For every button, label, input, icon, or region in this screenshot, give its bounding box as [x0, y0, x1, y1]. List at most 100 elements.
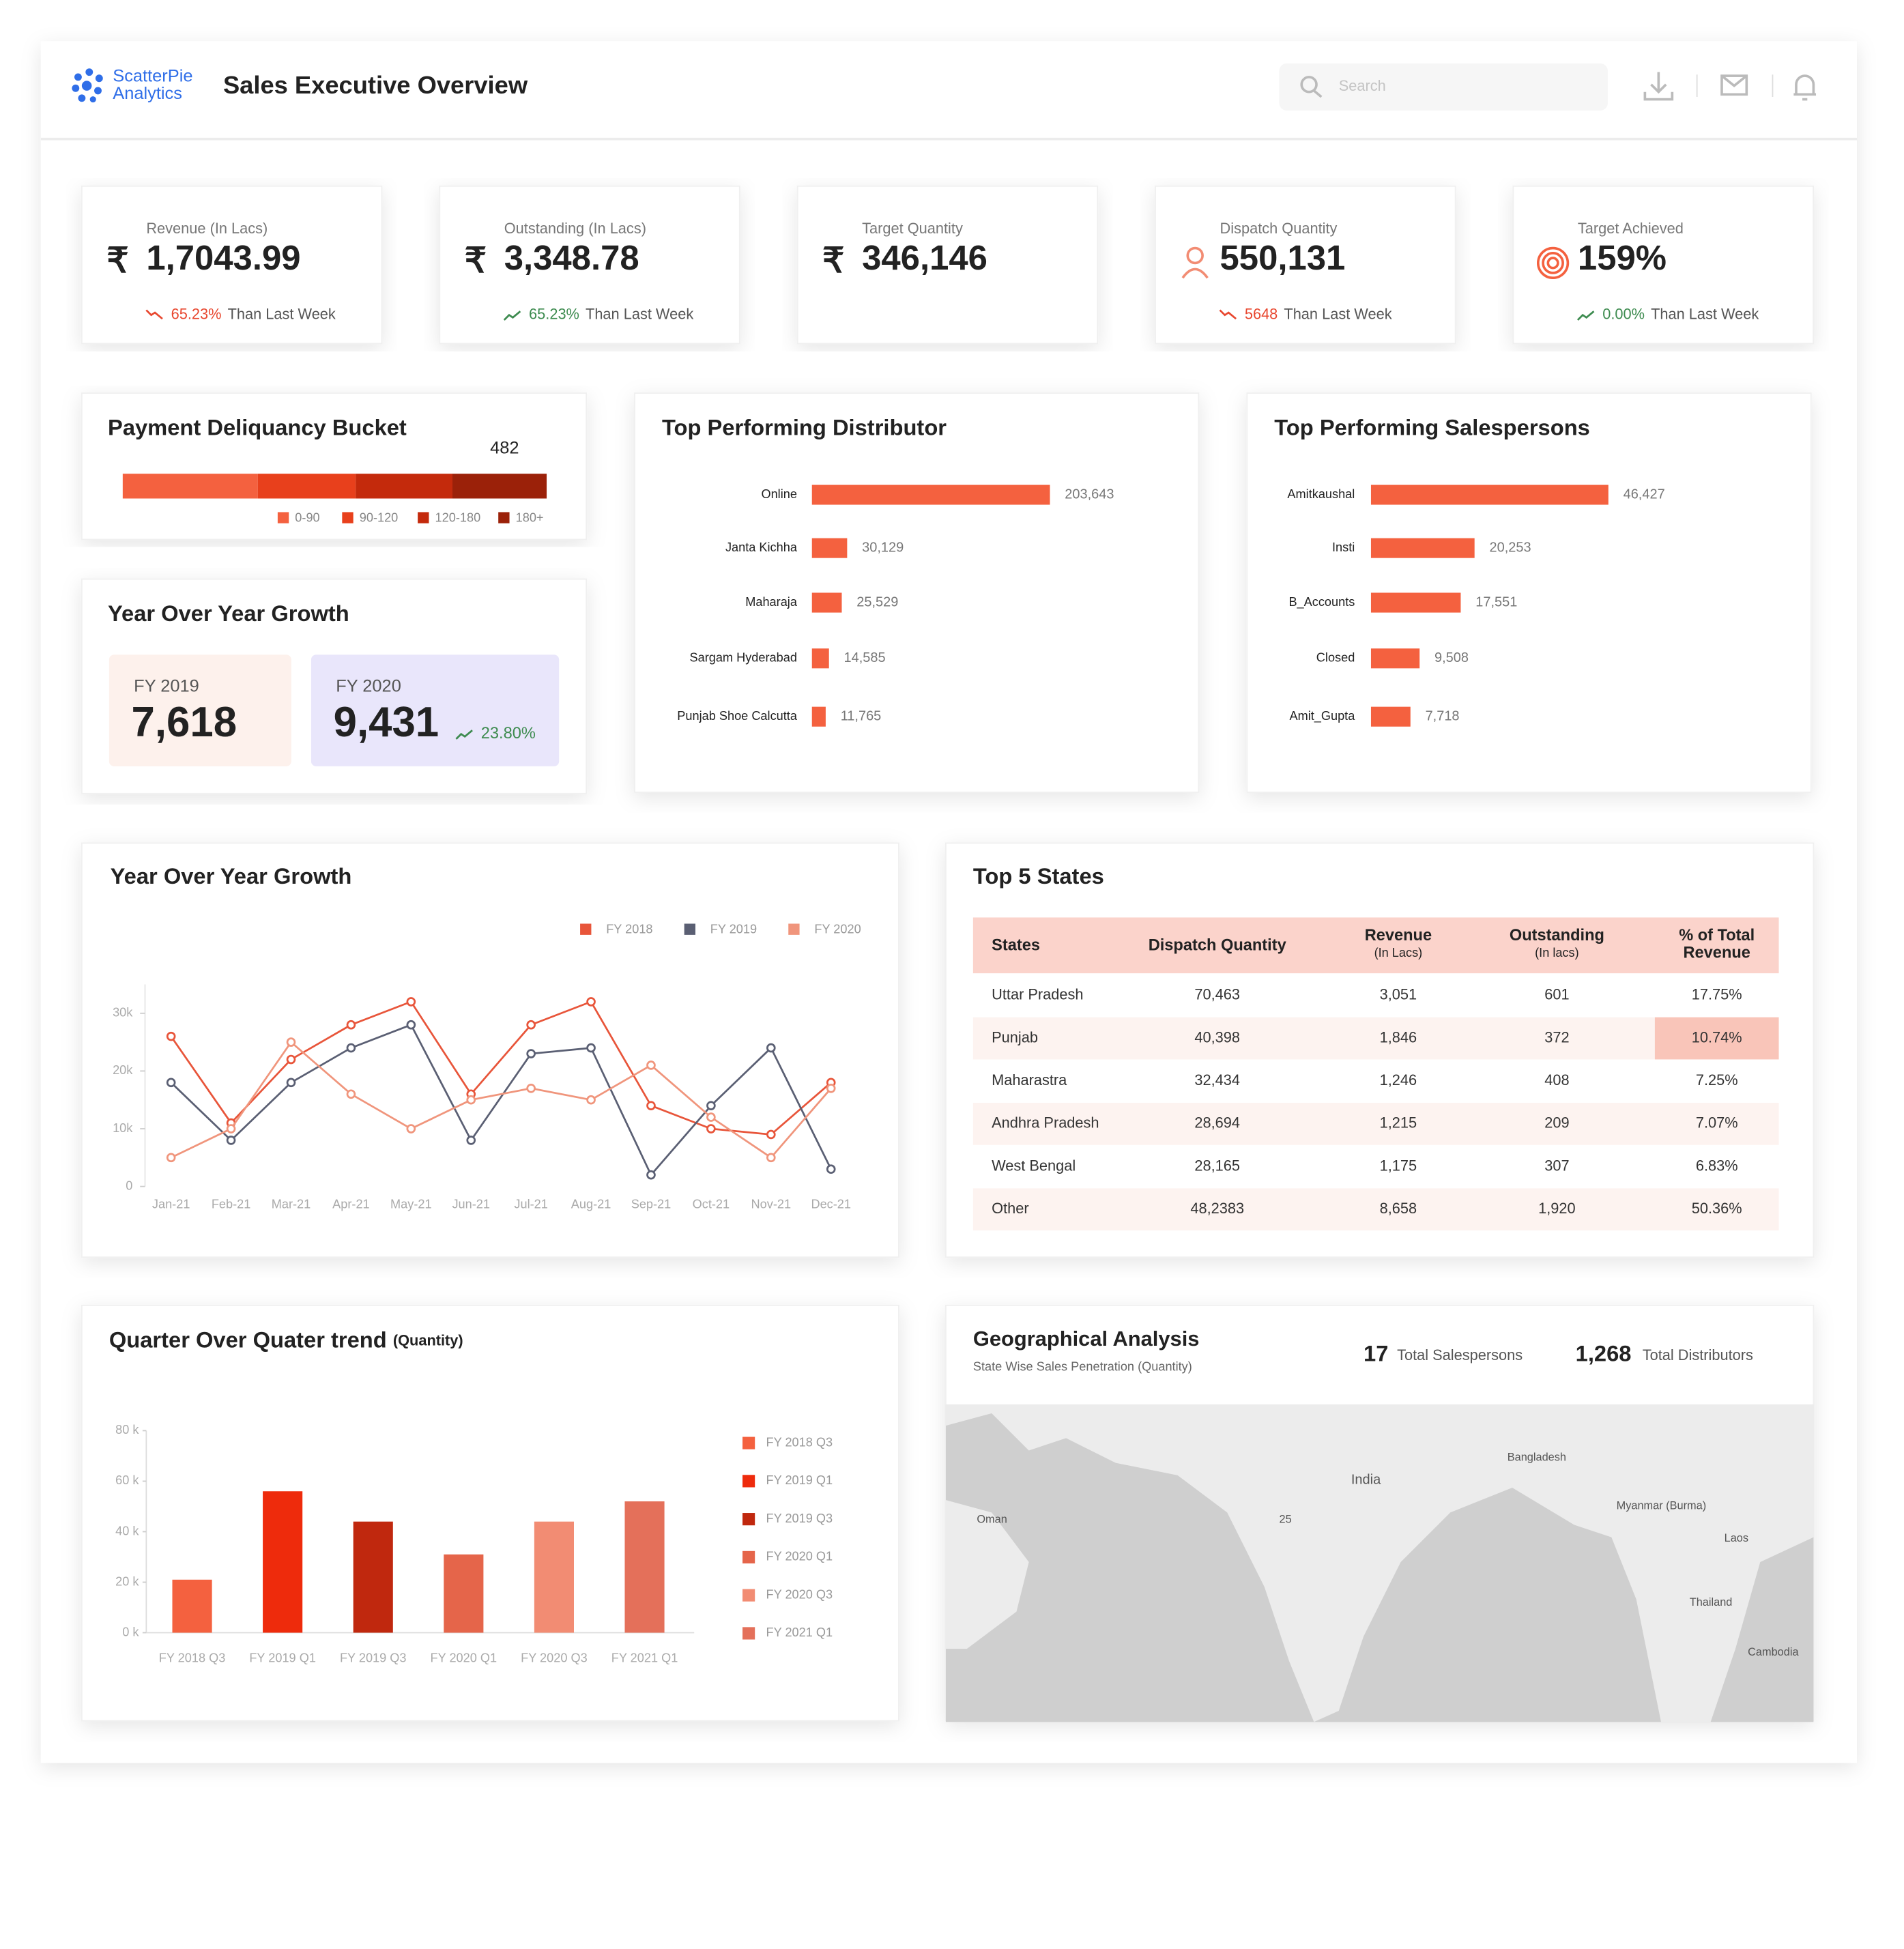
table-cell: 28,165 — [1194, 1157, 1240, 1174]
line-point — [286, 1054, 296, 1065]
kpi-label: Revenue (In Lacs) — [146, 220, 268, 237]
line-point — [226, 1136, 236, 1145]
line-point — [826, 1083, 836, 1093]
line-point — [346, 1020, 356, 1030]
table-cell: 48,2383 — [1190, 1200, 1244, 1217]
table-cell: 17.75% — [1692, 986, 1742, 1003]
search-box[interactable] — [1279, 63, 1608, 111]
table-row-bg — [972, 1188, 1779, 1231]
stat-value: 1,268 — [1576, 1340, 1632, 1366]
kpi-label: Dispatch Quantity — [1220, 220, 1338, 237]
legend-label: FY 2020 Q1 — [766, 1550, 833, 1563]
line-point — [586, 1095, 596, 1105]
line-point — [406, 1124, 416, 1134]
search-placeholder: Search — [1339, 77, 1386, 94]
column-subheader: (In Lacs) — [1374, 946, 1423, 959]
line-point — [646, 1170, 656, 1180]
bar — [1370, 706, 1411, 727]
value-label: 7,718 — [1426, 708, 1460, 723]
change-text: Than Last Week — [586, 305, 693, 322]
legend-label: FY 2019 — [710, 922, 757, 936]
legend-swatch — [418, 512, 429, 523]
legend-swatch — [742, 1475, 755, 1488]
legend-label: FY 2018 — [606, 922, 652, 936]
map-land — [945, 1404, 1814, 1722]
line-series — [170, 1024, 832, 1177]
legend-label: FY 2020 — [814, 922, 861, 936]
target-icon — [1546, 257, 1559, 270]
brand-line: ScatterPie — [113, 67, 192, 86]
x-tick-label: Sep-21 — [631, 1198, 672, 1211]
yoy-value: 7,618 — [132, 699, 237, 746]
download-icon[interactable] — [1643, 72, 1674, 101]
bar — [811, 538, 848, 558]
table-cell: Other — [992, 1200, 1028, 1217]
x-tick-label: FY 2019 Q3 — [340, 1651, 407, 1664]
x-tick-label: Apr-21 — [332, 1198, 370, 1211]
legend-label: 90-120 — [360, 510, 399, 524]
table-cell: 70,463 — [1194, 986, 1240, 1003]
search-icon — [1313, 89, 1323, 98]
bar — [811, 706, 826, 727]
x-tick-label: Feb-21 — [212, 1198, 251, 1211]
table-cell: 372 — [1544, 1028, 1569, 1045]
table-cell: 7.07% — [1696, 1114, 1738, 1131]
change-text: Than Last Week — [1284, 305, 1391, 322]
trend-arrow — [1219, 309, 1237, 320]
value-label: 46,427 — [1624, 487, 1665, 502]
kpi-prefix: ₹ — [465, 241, 487, 280]
mail-icon[interactable] — [1720, 74, 1748, 96]
table-cell: 40,398 — [1194, 1028, 1240, 1045]
line-point — [766, 1129, 776, 1140]
category-label: Online — [761, 487, 796, 501]
value-label: 30,129 — [862, 540, 904, 555]
table-cell: West Bengal — [992, 1157, 1076, 1174]
column-header: Revenue — [1365, 927, 1432, 944]
value-label: 14,585 — [844, 650, 886, 665]
dispatch-icon — [1181, 268, 1209, 279]
kpi-change: 65.23% Than Last Week — [529, 305, 693, 322]
legend-label: 180+ — [516, 510, 544, 524]
legend-swatch — [498, 512, 510, 523]
line-point — [646, 1060, 656, 1070]
x-tick-label: FY 2020 Q1 — [431, 1651, 497, 1664]
bar — [263, 1491, 303, 1633]
card-title: Year Over Year Growth — [108, 601, 349, 626]
table-cell: 601 — [1544, 986, 1569, 1003]
kpi-value: 3,348.78 — [504, 238, 639, 277]
bucket-segment — [122, 474, 258, 499]
x-tick-label: FY 2021 Q1 — [611, 1651, 678, 1664]
map-label: Thailand — [1690, 1596, 1733, 1608]
column-header: States — [992, 936, 1040, 954]
legend-label: FY 2018 Q3 — [766, 1435, 833, 1449]
card — [81, 185, 383, 345]
legend-swatch — [580, 923, 592, 935]
card — [81, 1305, 899, 1722]
value-label: 9,508 — [1434, 650, 1469, 665]
legend-swatch — [742, 1437, 755, 1449]
bar — [811, 485, 1050, 505]
change-text: Than Last Week — [228, 305, 336, 322]
change-text: Than Last Week — [1651, 305, 1759, 322]
value-label: 17,551 — [1475, 594, 1517, 609]
table-cell: Uttar Pradesh — [992, 986, 1083, 1003]
card — [1155, 185, 1456, 345]
line-point — [166, 1031, 176, 1041]
card-title: Quarter Over Quater trend (Quantity) — [109, 1327, 463, 1352]
bell-icon[interactable] — [1793, 74, 1817, 101]
y-tick-label: 20k — [113, 1063, 133, 1077]
column-subheader: (In lacs) — [1535, 946, 1579, 959]
line-point — [286, 1037, 296, 1047]
stat-label: Total Salespersons — [1397, 1346, 1523, 1363]
kpi-value: 159% — [1578, 238, 1667, 277]
y-tick-label: 80 k — [115, 1423, 139, 1437]
kpi-label: Outstanding (In Lacs) — [504, 220, 646, 237]
bar — [534, 1521, 574, 1633]
kpi-prefix: ₹ — [822, 241, 844, 280]
map-label: Laos — [1725, 1532, 1748, 1544]
x-tick-label: Mar-21 — [272, 1198, 311, 1211]
table-cell: 3,051 — [1380, 986, 1417, 1003]
card-title: Top 5 States — [973, 863, 1104, 889]
kpi-change: 5648 Than Last Week — [1245, 305, 1392, 322]
line-point — [706, 1101, 716, 1110]
